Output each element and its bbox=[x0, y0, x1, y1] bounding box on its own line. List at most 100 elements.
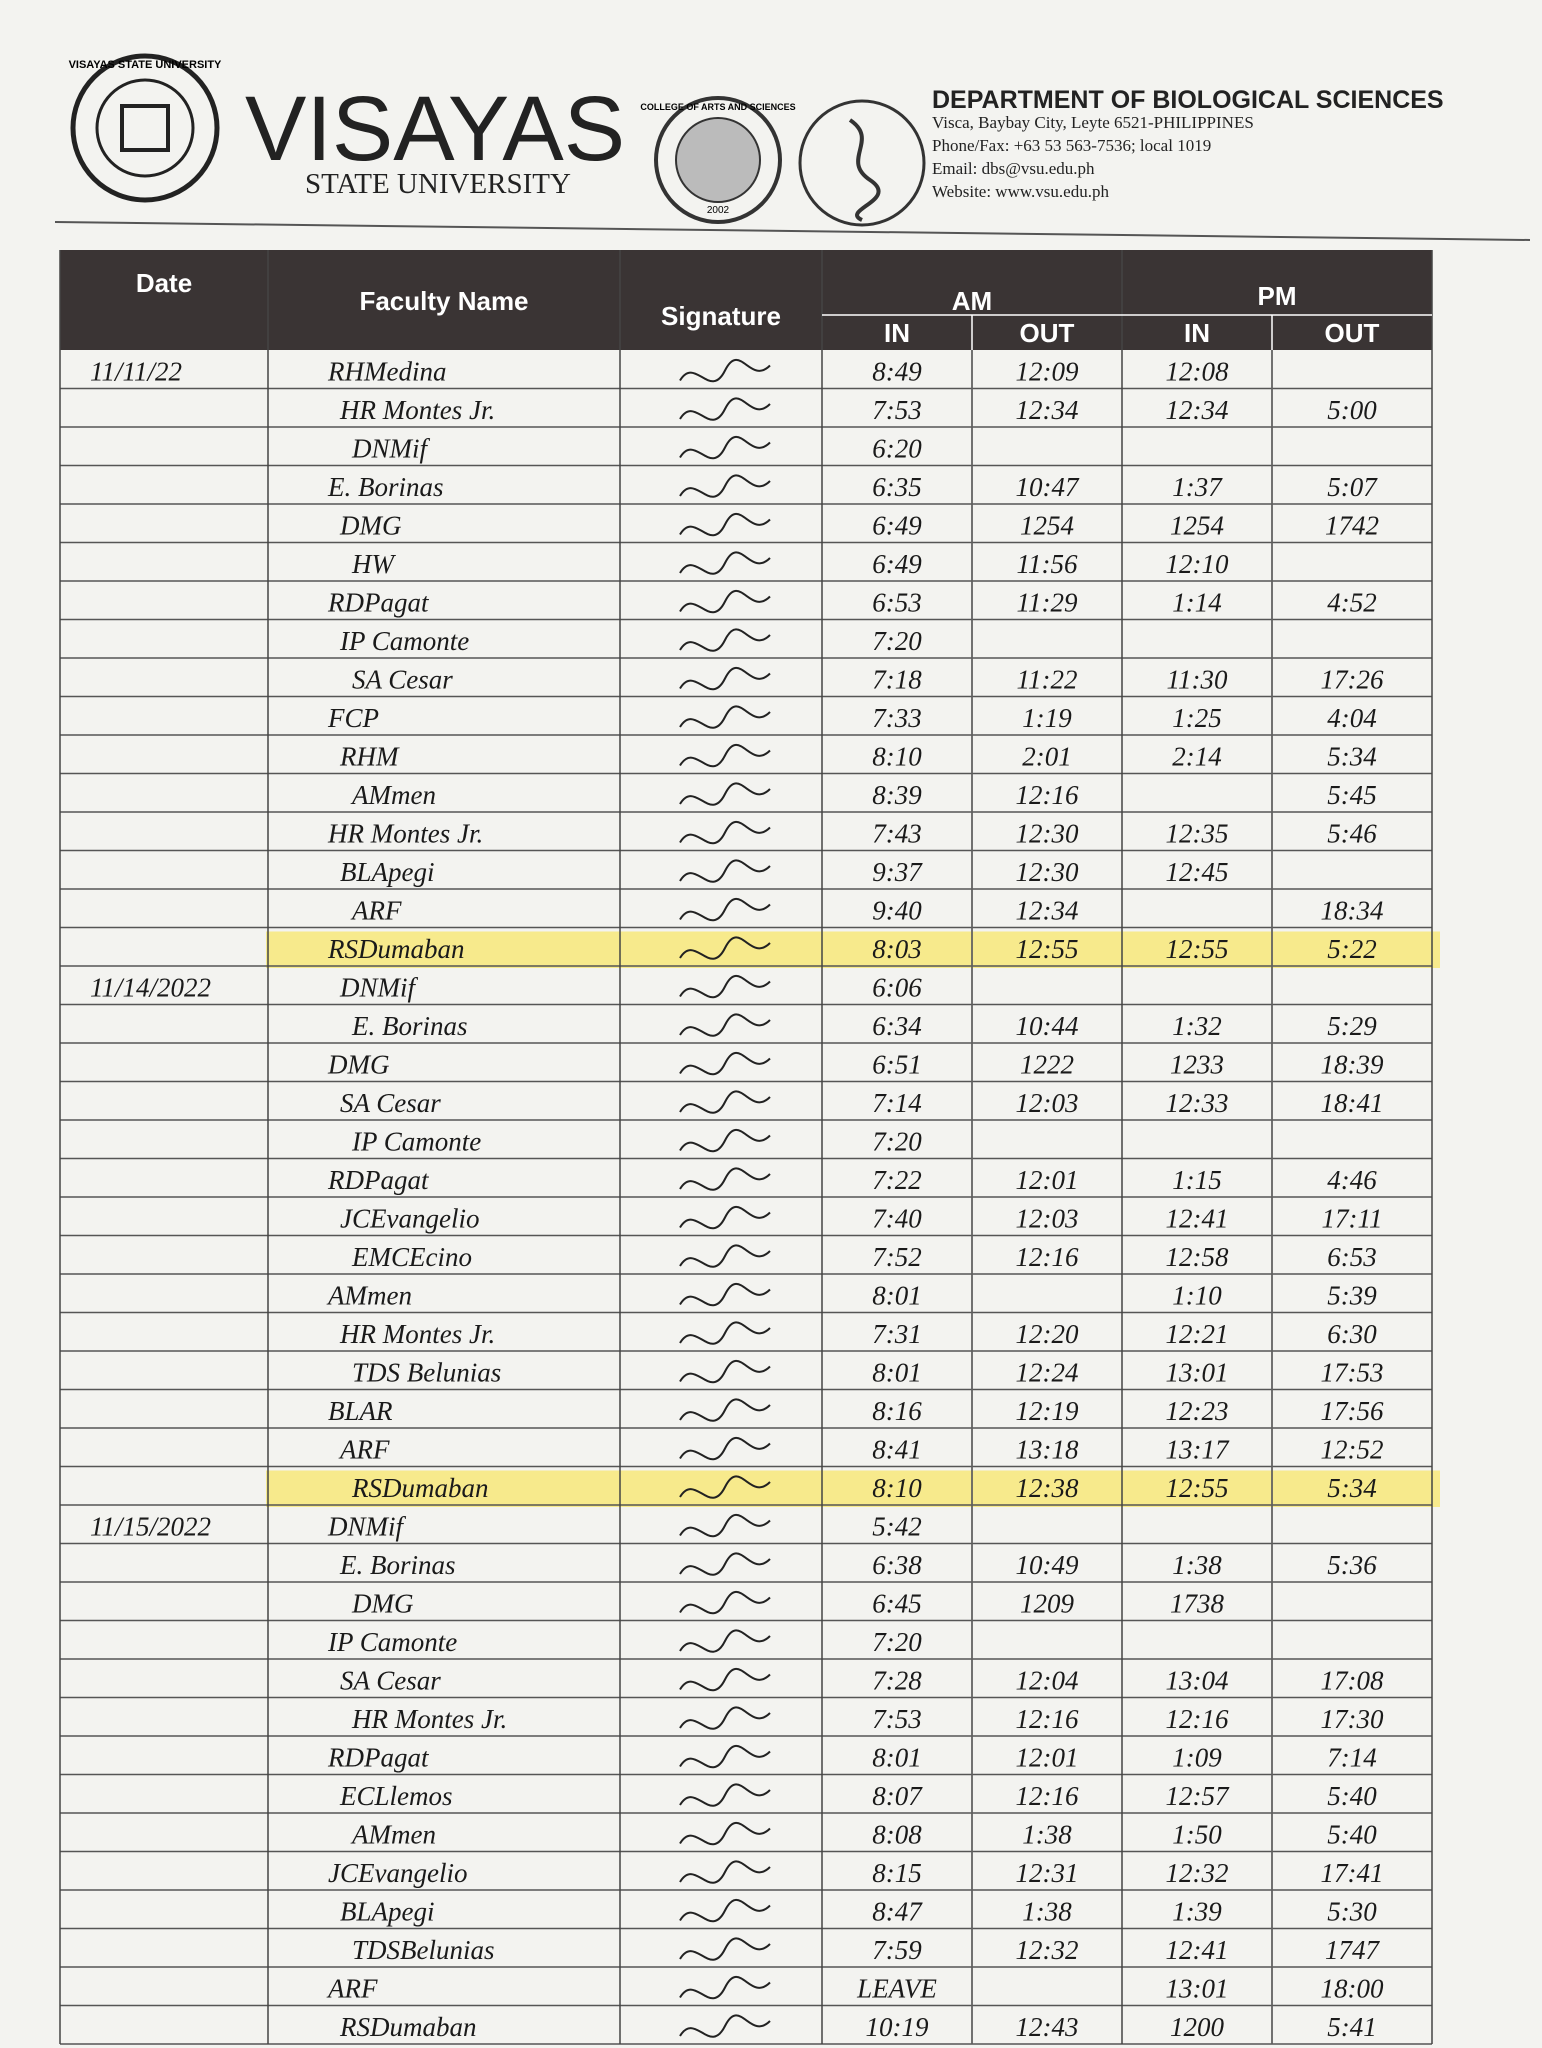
website: Website: www.vsu.edu.ph bbox=[932, 182, 1109, 201]
time-entry: 13:04 bbox=[1166, 1666, 1229, 1696]
time-entry: 4:52 bbox=[1327, 588, 1377, 618]
signature bbox=[679, 435, 771, 460]
faculty-name: ARF bbox=[326, 1974, 378, 2004]
time-entry: 7:14 bbox=[872, 1088, 922, 1118]
time-entry: 12:43 bbox=[1016, 2012, 1079, 2042]
signature bbox=[679, 782, 771, 806]
department-logo bbox=[798, 99, 926, 227]
time-entry: 12:16 bbox=[1016, 1704, 1079, 1734]
signature bbox=[679, 397, 771, 421]
time-entry: 1200 bbox=[1170, 2012, 1225, 2042]
column-header: IN bbox=[884, 318, 910, 348]
time-entry: 7:20 bbox=[872, 626, 922, 656]
column-header: OUT bbox=[1325, 318, 1380, 348]
university-name: VISAYAS bbox=[245, 78, 625, 180]
time-entry: 13:17 bbox=[1166, 1435, 1230, 1465]
signature bbox=[679, 666, 771, 691]
time-entry: 6:49 bbox=[872, 549, 922, 579]
time-entry: 6:20 bbox=[872, 434, 922, 464]
highlight bbox=[266, 931, 1440, 968]
time-entry: 8:10 bbox=[872, 1473, 922, 1503]
time-entry: 4:04 bbox=[1327, 703, 1377, 733]
time-entry: 12:57 bbox=[1166, 1781, 1230, 1811]
time-entry: 9:40 bbox=[872, 896, 922, 926]
faculty-name: EMCEcino bbox=[351, 1242, 472, 1272]
signature bbox=[679, 1783, 771, 1807]
time-entry: 12:01 bbox=[1016, 1165, 1079, 1195]
signature bbox=[679, 1590, 771, 1615]
time-entry: 5:29 bbox=[1327, 1011, 1377, 1041]
date: 11/14/2022 bbox=[90, 973, 211, 1003]
time-entry: 5:46 bbox=[1327, 819, 1377, 849]
time-entry: 1233 bbox=[1170, 1050, 1224, 1080]
header-rule bbox=[54, 221, 1531, 241]
header-bar bbox=[60, 250, 1432, 350]
faculty-name: E. Borinas bbox=[339, 1550, 456, 1580]
faculty-name: RSDumaban bbox=[351, 1473, 489, 1503]
time-entry: 6:45 bbox=[872, 1589, 922, 1619]
faculty-name: BLApegi bbox=[340, 1897, 435, 1927]
faculty-name: E. Borinas bbox=[327, 472, 444, 502]
seal-text: VISAYAS STATE UNIVERSITY bbox=[69, 59, 222, 71]
time-entry: 10:47 bbox=[1016, 472, 1080, 502]
signature bbox=[679, 1744, 771, 1769]
time-entry: 18:41 bbox=[1321, 1088, 1384, 1118]
time-entry: 1747 bbox=[1325, 1935, 1381, 1965]
time-entry: 12:34 bbox=[1016, 896, 1079, 926]
time-entry: 1:37 bbox=[1172, 472, 1223, 502]
time-entry: 17:41 bbox=[1321, 1858, 1384, 1888]
time-entry: 8:47 bbox=[872, 1897, 923, 1927]
time-entry: 12:52 bbox=[1321, 1435, 1384, 1465]
time-entry: 7:18 bbox=[872, 665, 922, 695]
time-entry: 6:49 bbox=[872, 511, 922, 541]
time-entry: 18:34 bbox=[1321, 896, 1384, 926]
signature bbox=[679, 859, 771, 883]
faculty-name: JCEvangelio bbox=[328, 1858, 467, 1888]
time-entry: 8:03 bbox=[872, 934, 922, 964]
signature bbox=[679, 1013, 771, 1037]
faculty-name: HW bbox=[351, 549, 396, 579]
time-entry: 6:30 bbox=[1327, 1319, 1377, 1349]
time-entry: 12:41 bbox=[1166, 1935, 1229, 1965]
time-entry: 1:09 bbox=[1172, 1743, 1222, 1773]
time-entry: 5:39 bbox=[1327, 1281, 1377, 1311]
time-entry: 12:55 bbox=[1166, 934, 1229, 964]
signature bbox=[679, 1475, 771, 1499]
time-entry: 7:28 bbox=[872, 1666, 922, 1696]
column-header: Faculty Name bbox=[359, 286, 528, 316]
time-entry: 6:38 bbox=[872, 1550, 922, 1580]
time-entry: 5:40 bbox=[1327, 1820, 1377, 1850]
time-entry: 10:44 bbox=[1016, 1011, 1079, 1041]
faculty-name: BLAR bbox=[328, 1396, 393, 1426]
signature bbox=[679, 1128, 771, 1153]
time-entry: 5:36 bbox=[1327, 1550, 1377, 1580]
time-entry: 7:14 bbox=[1327, 1743, 1377, 1773]
time-entry: 7:22 bbox=[872, 1165, 922, 1195]
time-entry: 11:29 bbox=[1017, 588, 1078, 618]
time-entry: 12:34 bbox=[1016, 395, 1079, 425]
time-entry: 12:23 bbox=[1166, 1396, 1229, 1426]
faculty-name: DNMif bbox=[327, 1512, 407, 1542]
time-entry: 13:01 bbox=[1166, 1358, 1229, 1388]
faculty-name: JCEvangelio bbox=[340, 1204, 479, 1234]
time-entry: 12:08 bbox=[1166, 357, 1229, 387]
time-entry: 12:04 bbox=[1016, 1666, 1079, 1696]
time-entry: 10:49 bbox=[1016, 1550, 1079, 1580]
faculty-name: SA Cesar bbox=[340, 1666, 441, 1696]
phone: Phone/Fax: +63 53 563-7536; local 1019 bbox=[932, 136, 1211, 155]
signature bbox=[679, 820, 771, 845]
time-entry: 12:16 bbox=[1016, 780, 1079, 810]
signature bbox=[679, 1051, 771, 1076]
faculty-name: E. Borinas bbox=[351, 1011, 468, 1041]
time-entry: 12:58 bbox=[1166, 1242, 1229, 1272]
signature bbox=[679, 1898, 771, 1923]
signature bbox=[679, 705, 771, 729]
time-entry: 13:01 bbox=[1166, 1974, 1229, 2004]
time-entry: 5:00 bbox=[1327, 395, 1377, 425]
time-entry: 12:03 bbox=[1016, 1204, 1079, 1234]
time-entry: 1254 bbox=[1170, 511, 1224, 541]
time-entry: 8:41 bbox=[872, 1435, 922, 1465]
time-entry: 12:09 bbox=[1016, 357, 1079, 387]
faculty-name: RSDumaban bbox=[339, 2012, 477, 2042]
